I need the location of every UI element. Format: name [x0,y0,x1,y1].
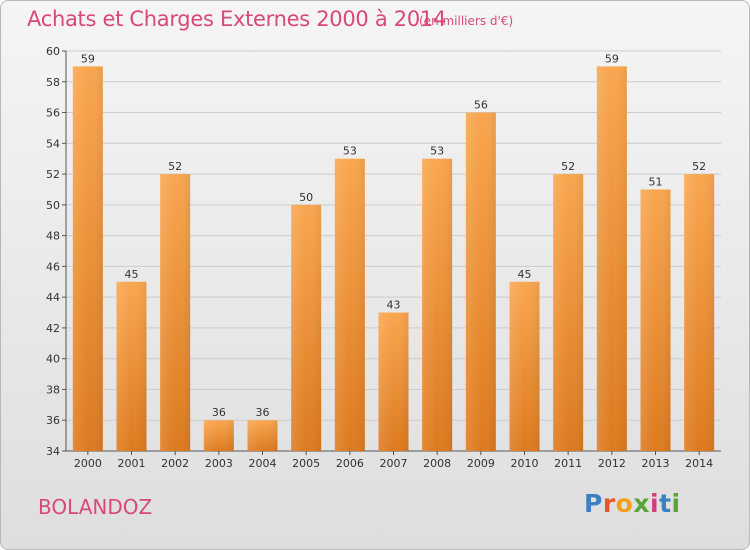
bar-value-label: 36 [256,406,270,419]
y-tick-label: 56 [46,107,60,120]
x-tick-label: 2005 [292,457,320,470]
labels: 34 36 38 40 42 44 46 48 50 52 54 56 58 60 59 2000 45 2001… [46,45,713,470]
bar-shade [291,204,322,451]
y-tick-label: 52 [46,168,60,181]
bar-value-label: 52 [692,160,706,173]
bar-shade [334,158,365,451]
y-tick-label: 42 [46,322,60,335]
y-tick-label: 44 [46,291,60,304]
x-tick-label: 2012 [598,457,626,470]
bar-value-label: 36 [212,406,226,419]
y-tick-label: 36 [46,414,60,427]
y-tick-label: 58 [46,76,60,89]
x-tick-label: 2001 [118,457,146,470]
bar-shade [422,158,453,451]
bar-shade [203,420,234,451]
bar-value-label: 43 [387,299,401,312]
bars [72,66,715,452]
x-tick-label: 2010 [511,457,539,470]
x-tick-label: 2008 [423,457,451,470]
x-tick-label: 2003 [205,457,233,470]
bar-value-label: 52 [168,160,182,173]
y-tick-label: 60 [46,45,60,58]
bar-shade [72,66,103,451]
x-tick-label: 2004 [249,457,277,470]
bar-value-label: 59 [605,52,619,65]
place-name: BOLANDOZ [38,495,153,519]
x-tick-label: 2007 [380,457,408,470]
bar-value-label: 45 [125,268,139,281]
bar-value-label: 59 [81,52,95,65]
bar-value-label: 56 [474,99,488,112]
y-tick-label: 50 [46,199,60,212]
y-tick-label: 40 [46,353,60,366]
bar-value-label: 53 [343,145,357,158]
y-tick-label: 54 [46,137,60,150]
bar-shade [553,174,584,452]
x-tick-label: 2006 [336,457,364,470]
bar-shade [160,174,191,452]
bar-value-label: 51 [649,175,663,188]
x-tick-label: 2011 [554,457,582,470]
y-tick-label: 38 [46,383,60,396]
bar-shade [247,420,278,451]
bar-shade [465,112,496,452]
bar-value-label: 45 [518,268,532,281]
bar-value-label: 52 [561,160,575,173]
chart-title: Achats et Charges Externes 2000 à 2014 [27,7,447,31]
y-tick-label: 34 [46,445,60,458]
y-tick-label: 46 [46,260,60,273]
bar-shade [378,312,409,451]
bar-shade [596,66,627,451]
bar-value-label: 53 [430,145,444,158]
bar-shade [116,281,147,451]
proxiti-logo[interactable]: Proxiti [584,489,681,518]
y-tick-label: 48 [46,230,60,243]
x-tick-label: 2009 [467,457,495,470]
x-tick-label: 2013 [642,457,670,470]
bar-shade [684,174,715,452]
x-tick-label: 2002 [161,457,189,470]
chart-subtitle: (en milliers d'€) [419,14,514,28]
x-tick-label: 2000 [74,457,102,470]
x-tick-label: 2014 [685,457,713,470]
bar-shade [509,281,540,451]
bar-shade [640,189,671,451]
bar-value-label: 50 [299,191,313,204]
